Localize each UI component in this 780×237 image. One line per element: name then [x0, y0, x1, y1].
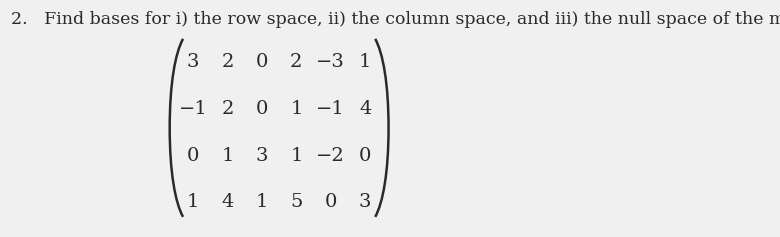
- Text: 4: 4: [359, 100, 371, 118]
- Text: −1: −1: [317, 100, 346, 118]
- Text: 1: 1: [222, 147, 234, 165]
- Text: 1: 1: [290, 147, 303, 165]
- Text: 0: 0: [256, 100, 268, 118]
- Text: −1: −1: [179, 100, 207, 118]
- Text: 0: 0: [359, 147, 371, 165]
- Text: 4: 4: [222, 193, 234, 211]
- Text: 2: 2: [222, 100, 234, 118]
- Text: 3: 3: [256, 147, 268, 165]
- Text: 2: 2: [222, 53, 234, 71]
- Text: 1: 1: [359, 53, 371, 71]
- Text: 3: 3: [186, 53, 199, 71]
- Text: 0: 0: [256, 53, 268, 71]
- Text: 2: 2: [290, 53, 303, 71]
- Text: 5: 5: [290, 193, 303, 211]
- Text: 1: 1: [290, 100, 303, 118]
- Text: 3: 3: [359, 193, 371, 211]
- Text: 1: 1: [256, 193, 268, 211]
- Text: 0: 0: [324, 193, 337, 211]
- Text: 1: 1: [187, 193, 199, 211]
- Text: 0: 0: [187, 147, 199, 165]
- Text: 2.   Find bases for i) the row space, ii) the column space, and iii) the null sp: 2. Find bases for i) the row space, ii) …: [12, 11, 780, 28]
- Text: −3: −3: [317, 53, 346, 71]
- Text: −2: −2: [317, 147, 346, 165]
